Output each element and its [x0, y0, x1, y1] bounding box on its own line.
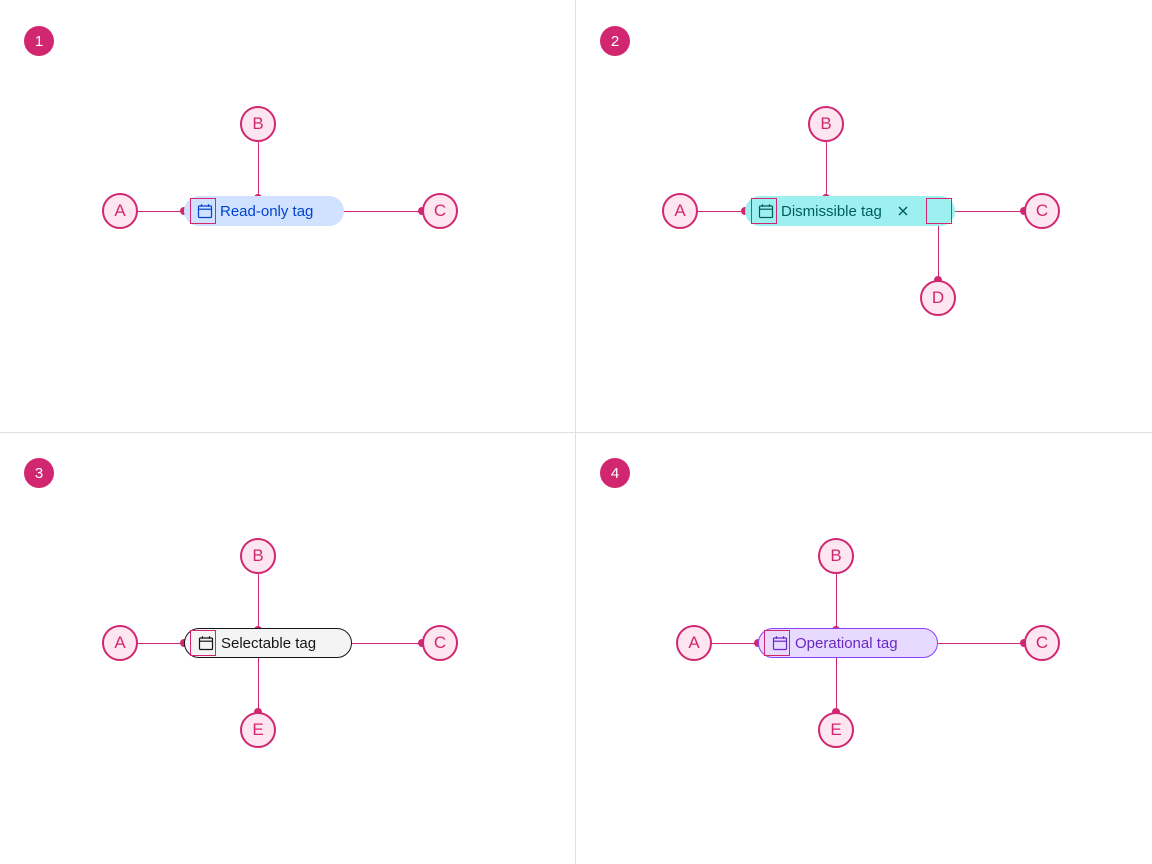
icon-hotspot [190, 198, 216, 224]
annotation-D: D [920, 280, 956, 316]
annotation-E: E [818, 712, 854, 748]
annotation-A: A [102, 193, 138, 229]
connector-C [344, 211, 422, 212]
annotation-letter: E [830, 720, 841, 740]
annotation-A: A [676, 625, 712, 661]
annotation-C: C [1024, 193, 1060, 229]
panel-4-number-badge: 4 [600, 458, 630, 488]
annotation-letter: A [674, 201, 685, 221]
connector-B [826, 142, 827, 198]
panel-number-label: 2 [611, 33, 619, 50]
horizontal-divider [0, 432, 1152, 433]
panel-2-number-badge: 2 [600, 26, 630, 56]
connector-A [698, 211, 745, 212]
tag-label: Selectable tag [221, 635, 316, 652]
panel-number-label: 1 [35, 33, 43, 50]
annotation-letter: B [830, 546, 841, 566]
connector-A [712, 643, 758, 644]
annotation-B: B [808, 106, 844, 142]
connector-E [258, 656, 259, 712]
close-hotspot [926, 198, 952, 224]
annotation-C: C [1024, 625, 1060, 661]
panel-number-label: 4 [611, 465, 619, 482]
tag-label: Read-only tag [220, 203, 313, 220]
icon-hotspot [751, 198, 777, 224]
panel-1-number-badge: 1 [24, 26, 54, 56]
annotation-letter: C [1036, 201, 1048, 221]
annotation-letter: A [114, 201, 125, 221]
annotation-C: C [422, 193, 458, 229]
annotation-letter: A [114, 633, 125, 653]
annotation-letter: D [932, 288, 944, 308]
connector-A [138, 643, 184, 644]
icon-hotspot [764, 630, 790, 656]
tag-label: Dismissible tag [781, 203, 882, 220]
connector-C [938, 643, 1024, 644]
annotation-letter: C [1036, 633, 1048, 653]
annotation-B: B [818, 538, 854, 574]
connector-E [836, 656, 837, 712]
connector-B [836, 574, 837, 630]
annotation-E: E [240, 712, 276, 748]
annotation-letter: C [434, 201, 446, 221]
connector-D [938, 224, 939, 280]
close-icon[interactable] [892, 200, 914, 222]
annotation-A: A [662, 193, 698, 229]
connector-A [138, 211, 184, 212]
annotation-letter: E [252, 720, 263, 740]
icon-hotspot [190, 630, 216, 656]
annotation-letter: B [820, 114, 831, 134]
connector-C [955, 211, 1024, 212]
annotation-A: A [102, 625, 138, 661]
tag-label: Operational tag [795, 635, 898, 652]
panel-3-number-badge: 3 [24, 458, 54, 488]
annotation-letter: B [252, 546, 263, 566]
panel-number-label: 3 [35, 465, 43, 482]
annotation-letter: C [434, 633, 446, 653]
annotation-letter: A [688, 633, 699, 653]
annotation-B: B [240, 106, 276, 142]
annotation-letter: B [252, 114, 263, 134]
connector-C [352, 643, 422, 644]
annotation-B: B [240, 538, 276, 574]
diagram-canvas: 1 Read-only tag A B C 2 Dismissible tag A B C D… [0, 0, 1152, 864]
annotation-C: C [422, 625, 458, 661]
connector-B [258, 574, 259, 630]
connector-B [258, 142, 259, 198]
